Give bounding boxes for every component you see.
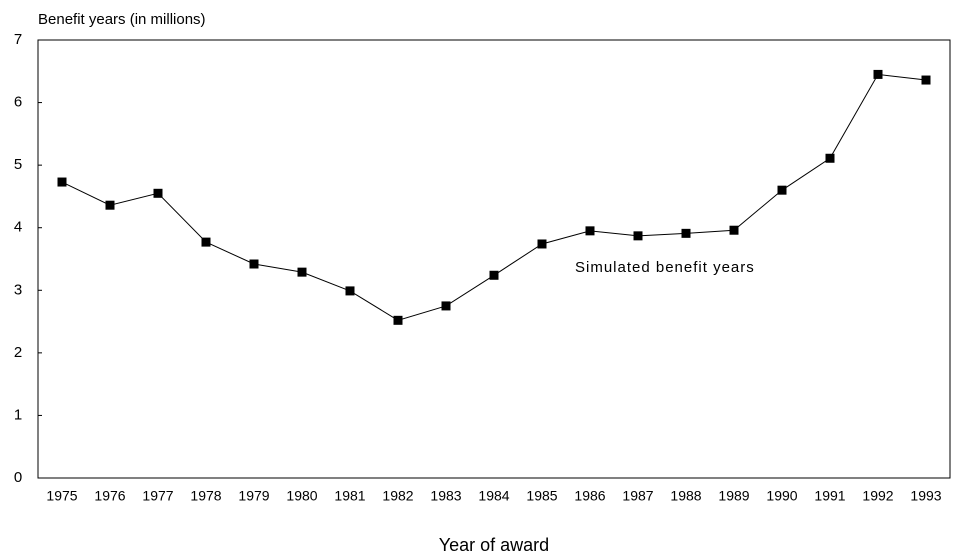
x-tick-label: 1983 <box>430 488 461 504</box>
point-marker <box>921 75 931 85</box>
point-marker <box>441 301 451 311</box>
x-tick-label: 1976 <box>94 488 125 504</box>
y-tick-label: 7 <box>14 31 22 48</box>
point-marker <box>777 185 787 195</box>
x-tick-label: 1987 <box>622 488 653 504</box>
y-tick-label: 5 <box>14 156 22 173</box>
point-marker <box>537 239 547 249</box>
point-marker <box>729 225 739 235</box>
y-axis-title: Benefit years (in millions) <box>38 11 206 28</box>
y-tick-label: 1 <box>14 406 22 423</box>
point-marker <box>489 270 499 280</box>
point-marker <box>249 259 259 269</box>
point-marker <box>297 267 307 277</box>
x-tick-label: 1980 <box>286 488 317 504</box>
x-tick-label: 1977 <box>142 488 173 504</box>
point-marker <box>633 231 643 241</box>
point-marker <box>873 69 883 79</box>
x-tick-label: 1991 <box>814 488 845 504</box>
x-tick-label: 1982 <box>382 488 413 504</box>
x-tick-label: 1993 <box>910 488 941 504</box>
point-marker <box>57 177 67 187</box>
y-tick-label: 3 <box>14 281 22 298</box>
x-tick-label: 1986 <box>574 488 605 504</box>
x-axis-title: Year of award <box>439 535 549 555</box>
x-tick-label: 1992 <box>862 488 893 504</box>
point-marker <box>825 153 835 163</box>
x-tick-label: 1990 <box>766 488 797 504</box>
x-tick-label: 1985 <box>526 488 557 504</box>
x-tick-label: 1979 <box>238 488 269 504</box>
plot-frame <box>37 39 951 479</box>
point-marker <box>105 200 115 210</box>
point-marker <box>681 228 691 238</box>
point-marker <box>345 286 355 296</box>
x-tick-label: 1981 <box>334 488 365 504</box>
point-marker <box>585 226 595 236</box>
series-line <box>61 73 927 321</box>
point-marker <box>393 315 403 325</box>
x-tick-label: 1978 <box>190 488 221 504</box>
point-marker <box>153 188 163 198</box>
y-tick-label: 6 <box>14 94 22 111</box>
x-tick-label: 1975 <box>46 488 77 504</box>
point-marker <box>201 237 211 247</box>
y-tick-label: 2 <box>14 344 22 361</box>
y-tick-label: 4 <box>14 219 22 236</box>
x-tick-label: 1984 <box>478 488 509 504</box>
y-tick-label: 0 <box>14 469 22 486</box>
x-tick-label: 1989 <box>718 488 749 504</box>
x-tick-label: 1988 <box>670 488 701 504</box>
series-label: Simulated benefit years <box>575 259 755 276</box>
